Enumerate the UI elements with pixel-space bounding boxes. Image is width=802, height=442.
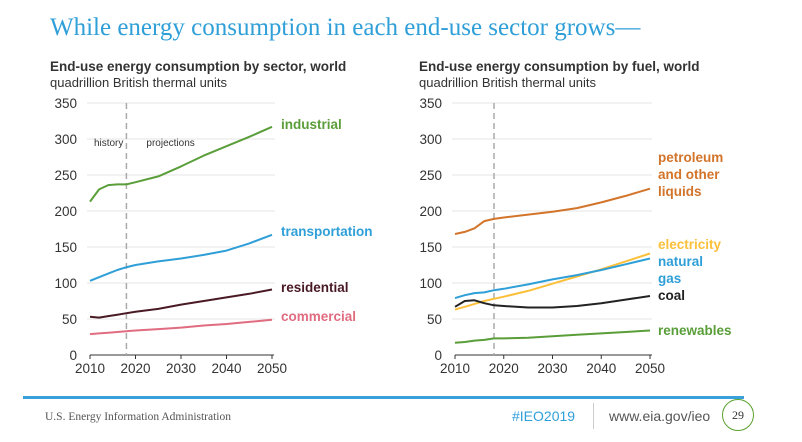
x-tick-label: 2020 — [120, 361, 150, 376]
series-label-renewables: renewables — [658, 323, 732, 338]
y-tick-label: 0 — [69, 348, 77, 363]
x-tick-label: 2030 — [166, 361, 196, 376]
right-chart-title: End-use energy consumption by fuel, worl… — [419, 59, 700, 74]
series-line-transportation — [89, 233, 273, 282]
y-tick-label: 250 — [419, 168, 442, 183]
footer-separator — [593, 403, 594, 429]
series-line-industrial — [89, 125, 273, 203]
footer-divider — [23, 396, 744, 399]
series-label-industrial: industrial — [281, 117, 342, 132]
series-line-natural-gas — [454, 257, 651, 300]
series-line-residential — [89, 288, 273, 319]
footer-url[interactable]: www.eia.gov/ieo — [609, 408, 711, 424]
x-tick-label: 2040 — [586, 361, 616, 376]
x-tick-label: 2010 — [75, 361, 105, 376]
series-label-residential: residential — [281, 280, 349, 295]
series-line-petroleum-and-other-liquids — [454, 187, 651, 235]
y-tick-label: 300 — [419, 132, 442, 147]
slide-title: While energy consumption in each end-use… — [50, 14, 641, 41]
series-line-coal — [454, 295, 651, 309]
left-chart-title: End-use energy consumption by sector, wo… — [50, 59, 347, 74]
series-label-natural-gas: gas — [658, 271, 681, 286]
y-tick-label: 0 — [434, 348, 442, 363]
footer-hashtag[interactable]: #IEO2019 — [512, 408, 576, 424]
footer-org: U.S. Energy Information Administration — [45, 411, 232, 423]
y-tick-label: 200 — [419, 204, 442, 219]
y-tick-label: 50 — [62, 312, 77, 327]
right-chart-subtitle: quadrillion British thermal units — [419, 75, 597, 90]
series-label-transportation: transportation — [281, 224, 373, 239]
x-tick-label: 2010 — [440, 361, 470, 376]
series-label-petroleum-and-other-liquids: and other — [658, 167, 720, 182]
y-tick-label: 200 — [54, 204, 77, 219]
x-tick-label: 2030 — [537, 361, 567, 376]
y-tick-label: 150 — [419, 240, 442, 255]
series-label-natural-gas: natural — [658, 254, 703, 269]
series-line-renewables — [454, 329, 651, 344]
x-tick-label: 2050 — [635, 361, 665, 376]
x-tick-label: 2050 — [257, 361, 287, 376]
y-tick-label: 350 — [54, 96, 77, 111]
series-line-commercial — [89, 318, 273, 336]
y-tick-label: 150 — [54, 240, 77, 255]
y-tick-label: 50 — [427, 312, 442, 327]
series-label-electricity: electricity — [658, 237, 722, 252]
projections-annotation: projections — [146, 138, 194, 149]
y-tick-label: 300 — [54, 132, 77, 147]
x-tick-label: 2040 — [211, 361, 241, 376]
y-tick-label: 100 — [54, 276, 77, 291]
y-tick-label: 250 — [54, 168, 77, 183]
page-number: 29 — [722, 399, 754, 431]
left-chart-subtitle: quadrillion British thermal units — [50, 75, 228, 90]
history-annotation: history — [94, 138, 123, 149]
series-label-commercial: commercial — [281, 309, 356, 324]
y-tick-label: 100 — [419, 276, 442, 291]
series-label-coal: coal — [658, 288, 685, 303]
series-label-petroleum-and-other-liquids: liquids — [658, 184, 702, 199]
series-line-electricity — [454, 252, 651, 311]
y-tick-label: 350 — [419, 96, 442, 111]
series-label-petroleum-and-other-liquids: petroleum — [658, 150, 723, 165]
x-tick-label: 2020 — [489, 361, 519, 376]
